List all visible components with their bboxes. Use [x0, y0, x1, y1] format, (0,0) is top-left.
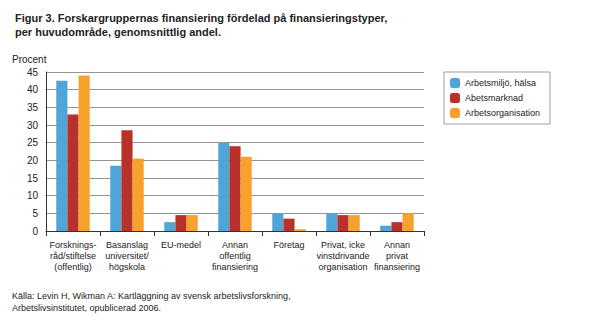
svg-text:Arbetsmiljö, hälsa: Arbetsmiljö, hälsa	[465, 78, 536, 88]
svg-text:5: 5	[32, 208, 38, 219]
svg-text:Figur 3. Forskargruppernas fin: Figur 3. Forskargruppernas finansiering …	[15, 12, 387, 24]
svg-text:45: 45	[27, 67, 39, 78]
svg-text:offentlig: offentlig	[219, 251, 250, 261]
svg-text:universitet/: universitet/	[105, 251, 149, 261]
svg-text:Forsknings-: Forsknings-	[49, 240, 96, 250]
svg-text:Privat, icke: Privat, icke	[321, 240, 365, 250]
svg-text:25: 25	[27, 137, 39, 148]
svg-text:vinstdrivande: vinstdrivande	[316, 251, 369, 261]
svg-text:35: 35	[27, 102, 39, 113]
svg-text:10: 10	[27, 190, 39, 201]
svg-text:15: 15	[27, 173, 39, 184]
svg-text:0: 0	[32, 226, 38, 237]
svg-text:EU-medel: EU-medel	[161, 240, 201, 250]
svg-text:finansiering: finansiering	[212, 262, 258, 272]
svg-text:Basanslag: Basanslag	[106, 240, 148, 250]
svg-text:högskola: högskola	[109, 262, 145, 272]
svg-text:finansiering: finansiering	[374, 262, 420, 272]
svg-text:40: 40	[27, 84, 39, 95]
svg-text:Företag: Företag	[273, 240, 304, 250]
svg-text:Arbetslivsinstitutet, opublice: Arbetslivsinstitutet, opublicerad 2006.	[12, 303, 161, 313]
svg-text:(offentlig): (offentlig)	[54, 262, 91, 272]
svg-text:30: 30	[27, 120, 39, 131]
svg-text:Annan: Annan	[384, 240, 410, 250]
svg-text:Procent: Procent	[12, 54, 47, 65]
svg-text:privat: privat	[386, 251, 409, 261]
svg-text:per huvudområde, genomsnittlig: per huvudområde, genomsnittlig andel.	[15, 26, 221, 38]
svg-text:organisation: organisation	[318, 262, 367, 272]
svg-text:Abetsmarknad: Abetsmarknad	[465, 93, 523, 103]
svg-text:råd/stiftelse: råd/stiftelse	[50, 251, 96, 261]
svg-text:Annan: Annan	[222, 240, 248, 250]
svg-text:Arbetsorganisation: Arbetsorganisation	[465, 108, 540, 118]
svg-text:Källa: Levin H, Wikman A: Kart: Källa: Levin H, Wikman A: Kartläggning a…	[12, 291, 291, 301]
svg-text:20: 20	[27, 155, 39, 166]
